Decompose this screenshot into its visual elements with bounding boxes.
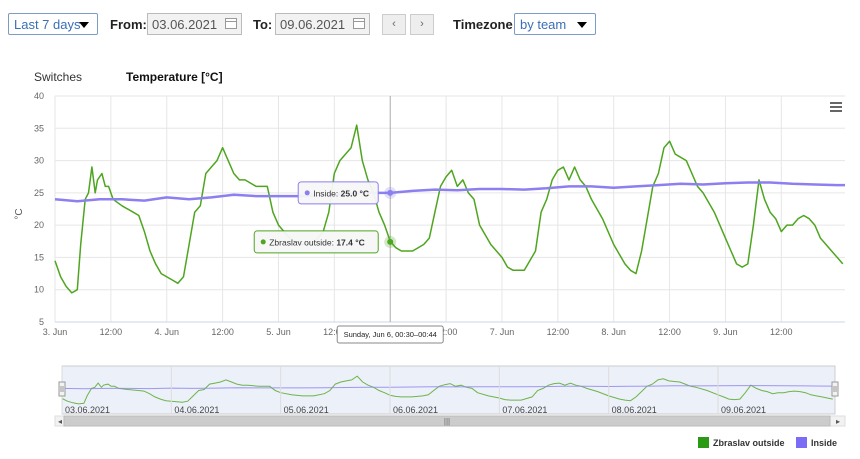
navigator-scrollbar[interactable]: ◂ ▸ ||| — [54, 415, 846, 427]
y-tick-label: 25 — [34, 188, 44, 198]
to-label: To: — [253, 17, 273, 32]
tooltip-value: 17.4 °C — [336, 237, 364, 247]
scrollbar-grip-icon: ||| — [444, 417, 450, 426]
tooltip-inside: Inside: 25.0 °C — [297, 181, 379, 205]
navigator-date-label: 04.06.2021 — [174, 405, 219, 415]
series-line-outside — [54, 124, 844, 294]
navigator-date-label: 06.06.2021 — [393, 405, 438, 415]
scroll-left-arrow-icon[interactable]: ◂ — [58, 417, 62, 426]
tooltip-text: Zbraslav outside: 17.4 °C — [269, 237, 365, 247]
legend-swatch — [698, 437, 709, 448]
y-tick-label: 30 — [34, 156, 44, 166]
series-line-inside — [54, 181, 845, 203]
x-tick-label: 12:00 — [435, 327, 458, 337]
legend-label: Inside — [811, 438, 837, 448]
y-tick-label: 15 — [34, 252, 44, 262]
x-tick-label: 12:00 — [547, 327, 570, 337]
chevron-down-icon — [79, 22, 89, 28]
hamburger-icon-bar-2 — [830, 106, 842, 108]
legend-item-outside[interactable]: Zbraslav outside — [698, 437, 785, 448]
handle-grip — [58, 381, 66, 397]
x-tick-label: 12:00 — [658, 327, 681, 337]
x-tick-label: 12:00 — [323, 327, 346, 337]
tooltip-marker — [260, 239, 266, 245]
x-tick-label: 8. Jun — [601, 327, 626, 337]
x-tick-label: 4. Jun — [154, 327, 179, 337]
crosshair-time-label: Sunday, Jun 6, 00:30–00:44 — [336, 325, 444, 344]
tooltip-series-label: Zbraslav outside: — [269, 237, 336, 247]
crosshair-time-box — [336, 325, 444, 344]
x-tick-label: 3. Jun — [43, 327, 68, 337]
x-tick-label: 9. Jun — [713, 327, 738, 337]
y-tick-label: 10 — [34, 285, 44, 295]
y-axis-ticks: 5 10 15 20 25 30 35 40 — [34, 91, 44, 327]
prev-button[interactable]: ‹ — [382, 14, 406, 35]
hover-point — [387, 189, 394, 196]
y-tick-label: 40 — [34, 91, 44, 101]
range-select[interactable]: Last 7 days — [8, 13, 98, 35]
from-label: From: — [110, 17, 147, 32]
tooltip-box — [297, 181, 379, 205]
legend: Zbraslav outside Inside — [698, 437, 837, 448]
next-button[interactable]: › — [410, 14, 434, 35]
hamburger-icon — [830, 102, 842, 104]
tab-temperature[interactable]: Temperature [°C] — [126, 70, 223, 84]
crosshair-time-text: Sunday, Jun 6, 00:30–00:44 — [344, 330, 437, 339]
tooltip-text: Inside: 25.0 °C — [313, 188, 369, 198]
navigator: 03.06.2021 04.06.2021 05.06.2021 06.06.2021… — [54, 365, 846, 427]
hamburger-icon-bar-3 — [830, 110, 842, 112]
from-date-value: 03.06.2021 — [152, 17, 218, 32]
to-date-field[interactable]: 09.06.2021 — [275, 13, 370, 35]
tooltip-marker — [304, 190, 310, 196]
x-tick-label: 12:00 — [100, 327, 123, 337]
navigator-date-label: 07.06.2021 — [502, 405, 547, 415]
tooltip-box — [253, 230, 379, 254]
calendar-icon[interactable] — [353, 18, 365, 29]
grid — [54, 95, 845, 323]
crosshair: Sunday, Jun 6, 00:30–00:44 — [336, 96, 444, 344]
handle-grip — [831, 381, 839, 397]
series-lines — [54, 124, 845, 294]
chevron-down-icon — [577, 22, 587, 28]
hover-point — [387, 238, 394, 245]
from-date-field[interactable]: 03.06.2021 — [147, 13, 242, 35]
timezone-select-value: by team — [520, 17, 567, 32]
x-tick-label: 12:00 — [211, 327, 234, 337]
legend-label: Zbraslav outside — [713, 438, 785, 448]
tooltips: Inside: 25.0 °C Zbraslav outside: 17.4 °C — [253, 181, 397, 254]
x-tick-label: 7. Jun — [490, 327, 515, 337]
navigator-date-label: 09.06.2021 — [721, 405, 766, 415]
navigator-date-label: 05.06.2021 — [284, 405, 329, 415]
x-tick-label: 5. Jun — [266, 327, 291, 337]
x-axis-ticks: 3. Jun 12:00 4. Jun 12:00 5. Jun 12:00 12:00 7.… — [43, 327, 793, 337]
menu-button[interactable] — [830, 102, 842, 112]
range-select-value: Last 7 days — [14, 17, 81, 32]
y-tick-label: 5 — [39, 317, 44, 327]
scroll-right-arrow-icon[interactable]: ▸ — [836, 417, 840, 426]
calendar-icon[interactable] — [225, 18, 237, 29]
navigator-date-label: 08.06.2021 — [612, 405, 657, 415]
timezone-label: Timezone: — [453, 17, 518, 32]
legend-swatch — [796, 437, 807, 448]
navigator-date-label: 03.06.2021 — [65, 405, 110, 415]
navigator-handle-left[interactable] — [58, 381, 66, 397]
y-tick-label: 20 — [34, 220, 44, 230]
tooltip-value: 25.0 °C — [341, 188, 369, 198]
toolbar: Last 7 days From: 03.06.2021 To: 09.06.2… — [0, 0, 860, 50]
x-tick-label: 12:00 — [770, 327, 793, 337]
navigator-handle-right[interactable] — [831, 381, 839, 397]
tooltip-outside: Zbraslav outside: 17.4 °C — [253, 230, 379, 254]
y-tick-label: 35 — [34, 123, 44, 133]
scrollbar-thumb[interactable] — [63, 415, 831, 427]
legend-item-inside[interactable]: Inside — [796, 437, 837, 448]
timezone-select[interactable]: by team — [514, 13, 596, 35]
y-axis-label: °C — [14, 208, 25, 219]
tooltip-series-label: Inside: — [313, 188, 340, 198]
to-date-value: 09.06.2021 — [280, 17, 346, 32]
tab-switches[interactable]: Switches — [34, 70, 83, 84]
